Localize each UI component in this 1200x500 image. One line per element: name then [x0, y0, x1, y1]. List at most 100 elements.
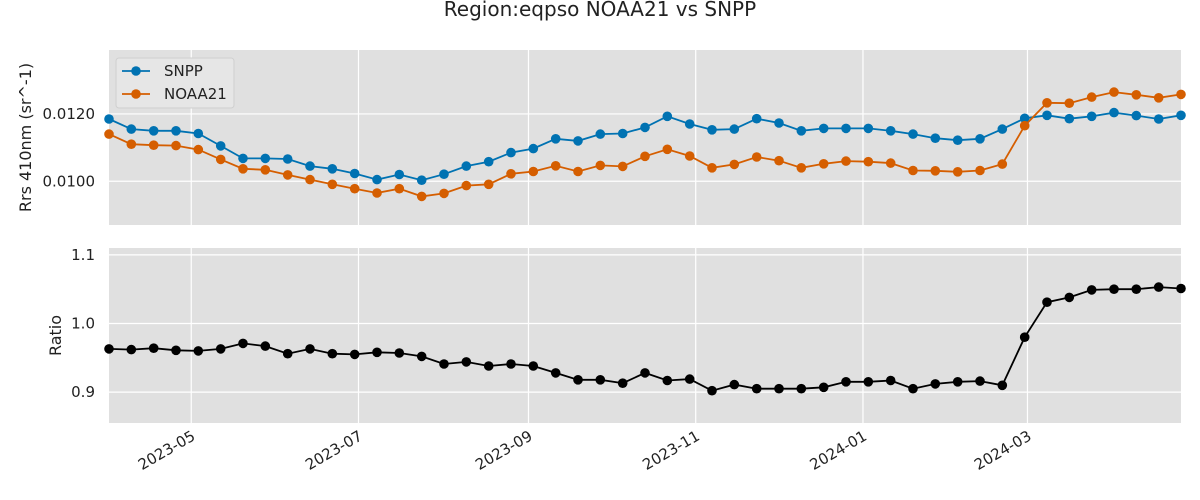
- data-point: [550, 161, 561, 171]
- data-point: [662, 111, 673, 122]
- data-point: [774, 155, 784, 166]
- data-point: [1064, 292, 1075, 303]
- data-point: [439, 359, 449, 369]
- x-tick-label: 2024-01: [807, 427, 870, 474]
- data-point: [684, 374, 695, 384]
- x-tick-label: 2023-11: [639, 427, 702, 474]
- data-point: [148, 343, 159, 354]
- data-point: [1019, 332, 1030, 343]
- data-point: [885, 158, 896, 168]
- plot-background: [109, 248, 1181, 423]
- y-tick-label: 0.0120: [43, 105, 96, 123]
- data-point: [662, 375, 673, 386]
- data-point: [104, 114, 114, 124]
- data-point: [774, 118, 784, 128]
- data-point: [908, 383, 918, 394]
- data-point: [305, 161, 315, 171]
- data-point: [930, 133, 941, 143]
- data-point: [416, 175, 427, 185]
- data-point: [528, 166, 539, 177]
- data-point: [751, 113, 762, 124]
- data-point: [707, 163, 717, 173]
- data-point: [260, 153, 271, 164]
- data-point: [729, 124, 740, 134]
- data-point: [416, 191, 427, 202]
- data-point: [997, 159, 1008, 169]
- data-point: [260, 165, 271, 175]
- data-point: [684, 119, 695, 129]
- data-point: [729, 159, 740, 170]
- data-point: [997, 124, 1008, 134]
- data-point: [260, 341, 271, 351]
- data-point: [327, 179, 338, 190]
- data-point: [327, 164, 338, 174]
- data-point: [908, 165, 918, 176]
- data-point: [595, 375, 606, 385]
- data-point: [751, 383, 762, 394]
- data-point: [863, 123, 874, 134]
- data-point: [461, 161, 472, 171]
- data-point: [394, 183, 405, 194]
- data-point: [1153, 93, 1164, 103]
- data-point: [617, 378, 628, 389]
- data-point: [640, 122, 650, 133]
- data-point: [1086, 92, 1097, 102]
- data-point: [550, 368, 561, 378]
- data-point: [930, 379, 941, 389]
- data-point: [841, 123, 851, 134]
- data-point: [595, 160, 606, 171]
- data-point: [238, 164, 248, 174]
- data-point: [327, 348, 338, 359]
- y-tick-label: 0.0100: [43, 172, 96, 190]
- data-point: [863, 156, 874, 167]
- data-point: [372, 174, 382, 185]
- data-point: [372, 347, 382, 358]
- data-point: [1064, 113, 1075, 124]
- bottom-panel: 0.9 1.0 1.1 Ratio 2023-05 2023-07 2023-09 2023-…: [46, 246, 1186, 474]
- data-point: [1176, 110, 1186, 121]
- y-tick-label: 0.9: [71, 383, 95, 401]
- data-point: [1086, 285, 1097, 295]
- data-point: [394, 169, 405, 180]
- data-point: [416, 351, 427, 362]
- data-point: [305, 344, 315, 354]
- data-point: [349, 168, 360, 179]
- legend-marker: [131, 66, 141, 76]
- data-point: [528, 143, 539, 154]
- data-point: [238, 153, 248, 164]
- data-point: [104, 344, 114, 354]
- data-point: [1153, 114, 1164, 124]
- data-point: [617, 161, 628, 172]
- data-point: [1042, 110, 1052, 121]
- data-point: [1019, 113, 1030, 124]
- data-point: [863, 377, 874, 387]
- data-point: [550, 134, 561, 144]
- data-point: [506, 359, 516, 369]
- data-point: [305, 174, 315, 185]
- data-point: [282, 154, 293, 164]
- x-tick-label: 2023-05: [135, 427, 198, 474]
- data-point: [282, 348, 293, 359]
- data-point: [1153, 282, 1164, 292]
- data-point: [349, 183, 360, 194]
- data-point: [506, 147, 516, 158]
- data-point: [483, 179, 494, 190]
- data-point: [952, 135, 963, 145]
- top-panel: 0.0100 0.0120 Rrs 410nm (sr^-1) SNPP NOAA21: [16, 50, 1186, 225]
- chart-title: Region:eqpso NOAA21 vs SNPP: [444, 0, 756, 21]
- data-point: [952, 377, 963, 387]
- data-point: [171, 140, 181, 151]
- data-point: [975, 134, 985, 144]
- data-point: [126, 139, 137, 149]
- data-point: [975, 165, 985, 176]
- legend: SNPP NOAA21: [115, 57, 235, 109]
- data-point: [1042, 98, 1052, 108]
- data-point: [1131, 110, 1142, 121]
- data-point: [729, 379, 740, 390]
- data-point: [707, 385, 717, 396]
- y-tick-label: 1.0: [71, 314, 95, 332]
- data-point: [595, 129, 606, 139]
- data-point: [841, 377, 851, 387]
- data-point: [126, 124, 137, 134]
- data-point: [193, 128, 204, 139]
